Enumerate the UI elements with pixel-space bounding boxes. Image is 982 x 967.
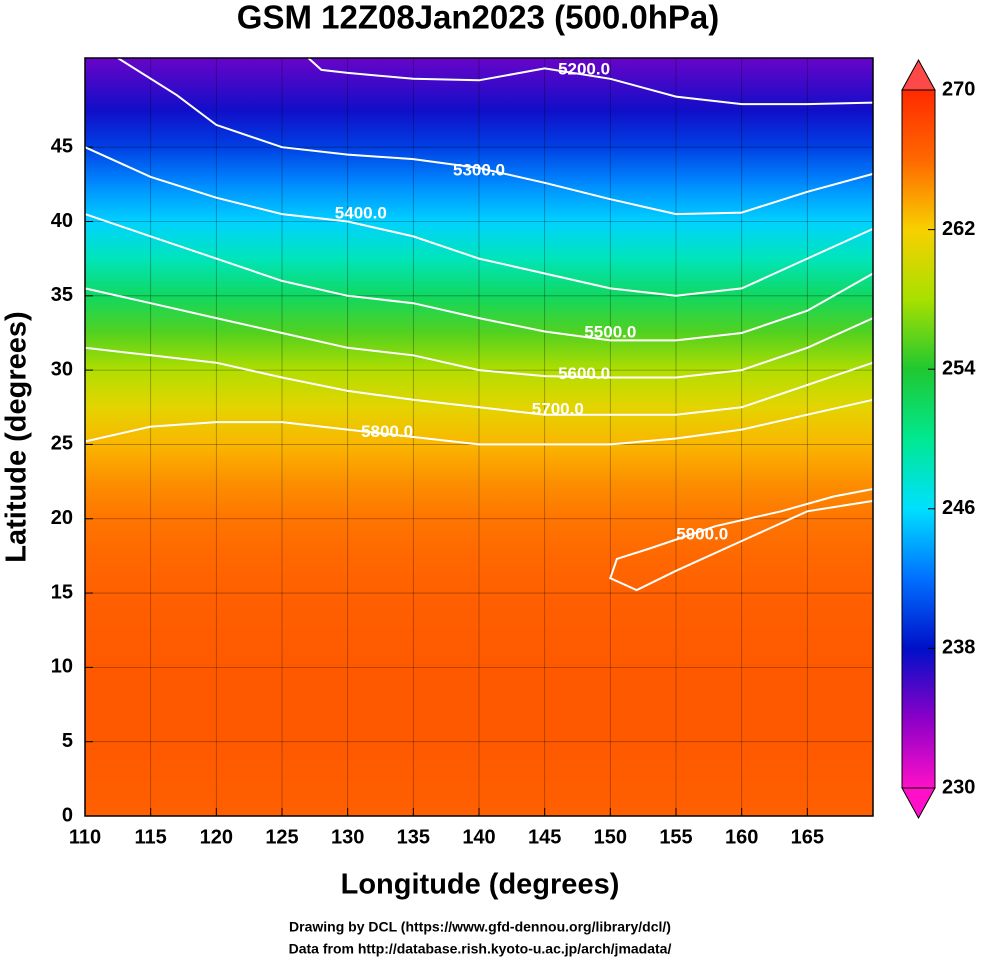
contour-line [117,57,874,216]
x-tick-label: 150 [594,826,627,848]
x-axis-label: Longitude (degrees) [341,869,620,901]
contour-label: 5700.0 [532,400,584,419]
field-band [85,667,873,743]
credit: Data from http://database.rish.kyoto-u.a… [289,941,672,957]
contour-label: 5400.0 [335,204,387,223]
x-tick-label: 160 [725,826,758,848]
y-tick-label: 0 [62,804,73,826]
colorbar-tick-label: 246 [942,497,975,519]
colorbar-tick-label: 230 [942,776,975,798]
field-band [85,593,873,668]
contour-line [84,398,874,446]
field-band [85,741,873,817]
plot-frame [84,57,874,817]
contour-label: 5500.0 [584,322,636,341]
contour-label: 5900.0 [676,525,728,544]
field-band [85,147,873,185]
x-tick-label: 165 [791,826,824,848]
contour-label: 5600.0 [558,364,610,383]
field-band [85,518,873,557]
y-tick-label: 5 [62,730,73,752]
x-tick-label: 120 [200,826,233,848]
y-tick-label: 15 [51,581,73,603]
field-band [85,258,873,297]
contour-line [84,346,874,416]
colorbar-extend-bottom [901,787,936,820]
contour-line [84,287,874,379]
y-axis-label: Latitude (degrees) [1,311,33,562]
field-band [85,444,873,483]
contour-label: 5800.0 [361,422,413,441]
contour-line [84,213,874,342]
x-tick-label: 125 [265,826,298,848]
y-tick-label: 40 [51,210,73,232]
field-band [85,481,873,520]
y-tick-label: 35 [51,284,73,306]
field-band [85,221,873,260]
field-band [85,407,873,445]
y-tick-label: 25 [51,433,73,455]
contour-label: 5200.0 [558,59,610,78]
y-tick-label: 45 [51,135,73,157]
field-band [85,58,873,111]
contour-line [609,488,874,592]
x-tick-label: 135 [397,826,430,848]
colorbar-tick-label: 270 [942,78,975,100]
colorbar-tick-label: 254 [942,357,976,379]
x-tick-label: 140 [462,826,495,848]
field-band [85,370,873,408]
field-band [85,110,873,148]
y-tick-label: 30 [51,358,73,380]
colorbar-tick-label: 238 [942,637,975,659]
x-tick-label: 130 [331,826,364,848]
chart-title: GSM 12Z08Jan2023 (500.0hPa) [237,0,719,36]
x-tick-label: 110 [69,826,101,848]
x-tick-label: 145 [528,826,561,848]
colorbar-extend-top [901,58,936,91]
field-band [85,184,873,222]
field-band [85,332,873,371]
y-tick-label: 10 [51,656,73,678]
x-tick-label: 115 [135,826,167,848]
field-band [85,295,873,334]
contour-line [84,146,874,297]
contour-label: 5300.0 [453,160,505,179]
colorbar-tick-label: 262 [942,218,975,240]
field-band [85,555,873,594]
colorbar [901,89,936,789]
y-tick-label: 20 [51,507,73,529]
x-tick-label: 155 [659,826,692,848]
credit: Drawing by DCL (https://www.gfd-dennou.o… [289,919,671,935]
contour-line [307,57,874,106]
